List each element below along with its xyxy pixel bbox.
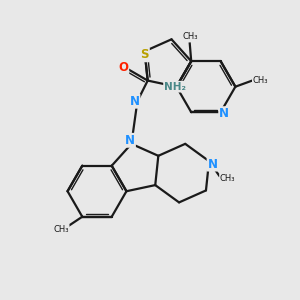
Text: CH₃: CH₃ xyxy=(53,225,69,234)
Text: NH₂: NH₂ xyxy=(164,82,186,92)
Text: O: O xyxy=(118,61,128,74)
Text: N: N xyxy=(125,134,135,147)
Text: CH₃: CH₃ xyxy=(182,32,197,41)
Text: CH₃: CH₃ xyxy=(253,76,268,85)
Text: N: N xyxy=(129,95,140,108)
Text: N: N xyxy=(208,158,218,171)
Text: N: N xyxy=(219,107,229,120)
Text: CH₃: CH₃ xyxy=(220,174,235,183)
Text: S: S xyxy=(140,48,149,61)
